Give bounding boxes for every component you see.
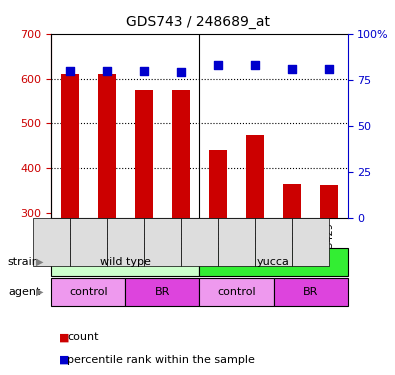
- Text: GDS743 / 248689_at: GDS743 / 248689_at: [126, 15, 269, 29]
- Text: agent: agent: [8, 286, 40, 297]
- Text: control: control: [69, 286, 108, 297]
- Point: [104, 68, 110, 74]
- Text: percentile rank within the sample: percentile rank within the sample: [67, 355, 255, 365]
- Text: ▶: ▶: [36, 256, 43, 267]
- Bar: [135, 90, 153, 348]
- Point: [178, 69, 184, 75]
- Bar: [320, 185, 339, 348]
- Bar: [283, 184, 301, 348]
- Point: [67, 68, 73, 74]
- Text: ▶: ▶: [36, 286, 43, 297]
- Point: [141, 68, 147, 74]
- Text: count: count: [67, 333, 99, 342]
- Text: ■: ■: [59, 355, 70, 365]
- Bar: [209, 150, 227, 348]
- Point: [215, 62, 221, 68]
- Text: ■: ■: [59, 333, 70, 342]
- Bar: [98, 74, 116, 348]
- Text: strain: strain: [8, 256, 40, 267]
- Point: [326, 66, 332, 72]
- Point: [289, 66, 295, 72]
- Text: BR: BR: [303, 286, 318, 297]
- Point: [252, 62, 258, 68]
- Text: control: control: [217, 286, 256, 297]
- Text: wild type: wild type: [100, 256, 151, 267]
- Text: yucca: yucca: [257, 256, 290, 267]
- Bar: [172, 90, 190, 348]
- Bar: [60, 74, 79, 348]
- Text: BR: BR: [155, 286, 170, 297]
- Bar: [246, 135, 264, 348]
